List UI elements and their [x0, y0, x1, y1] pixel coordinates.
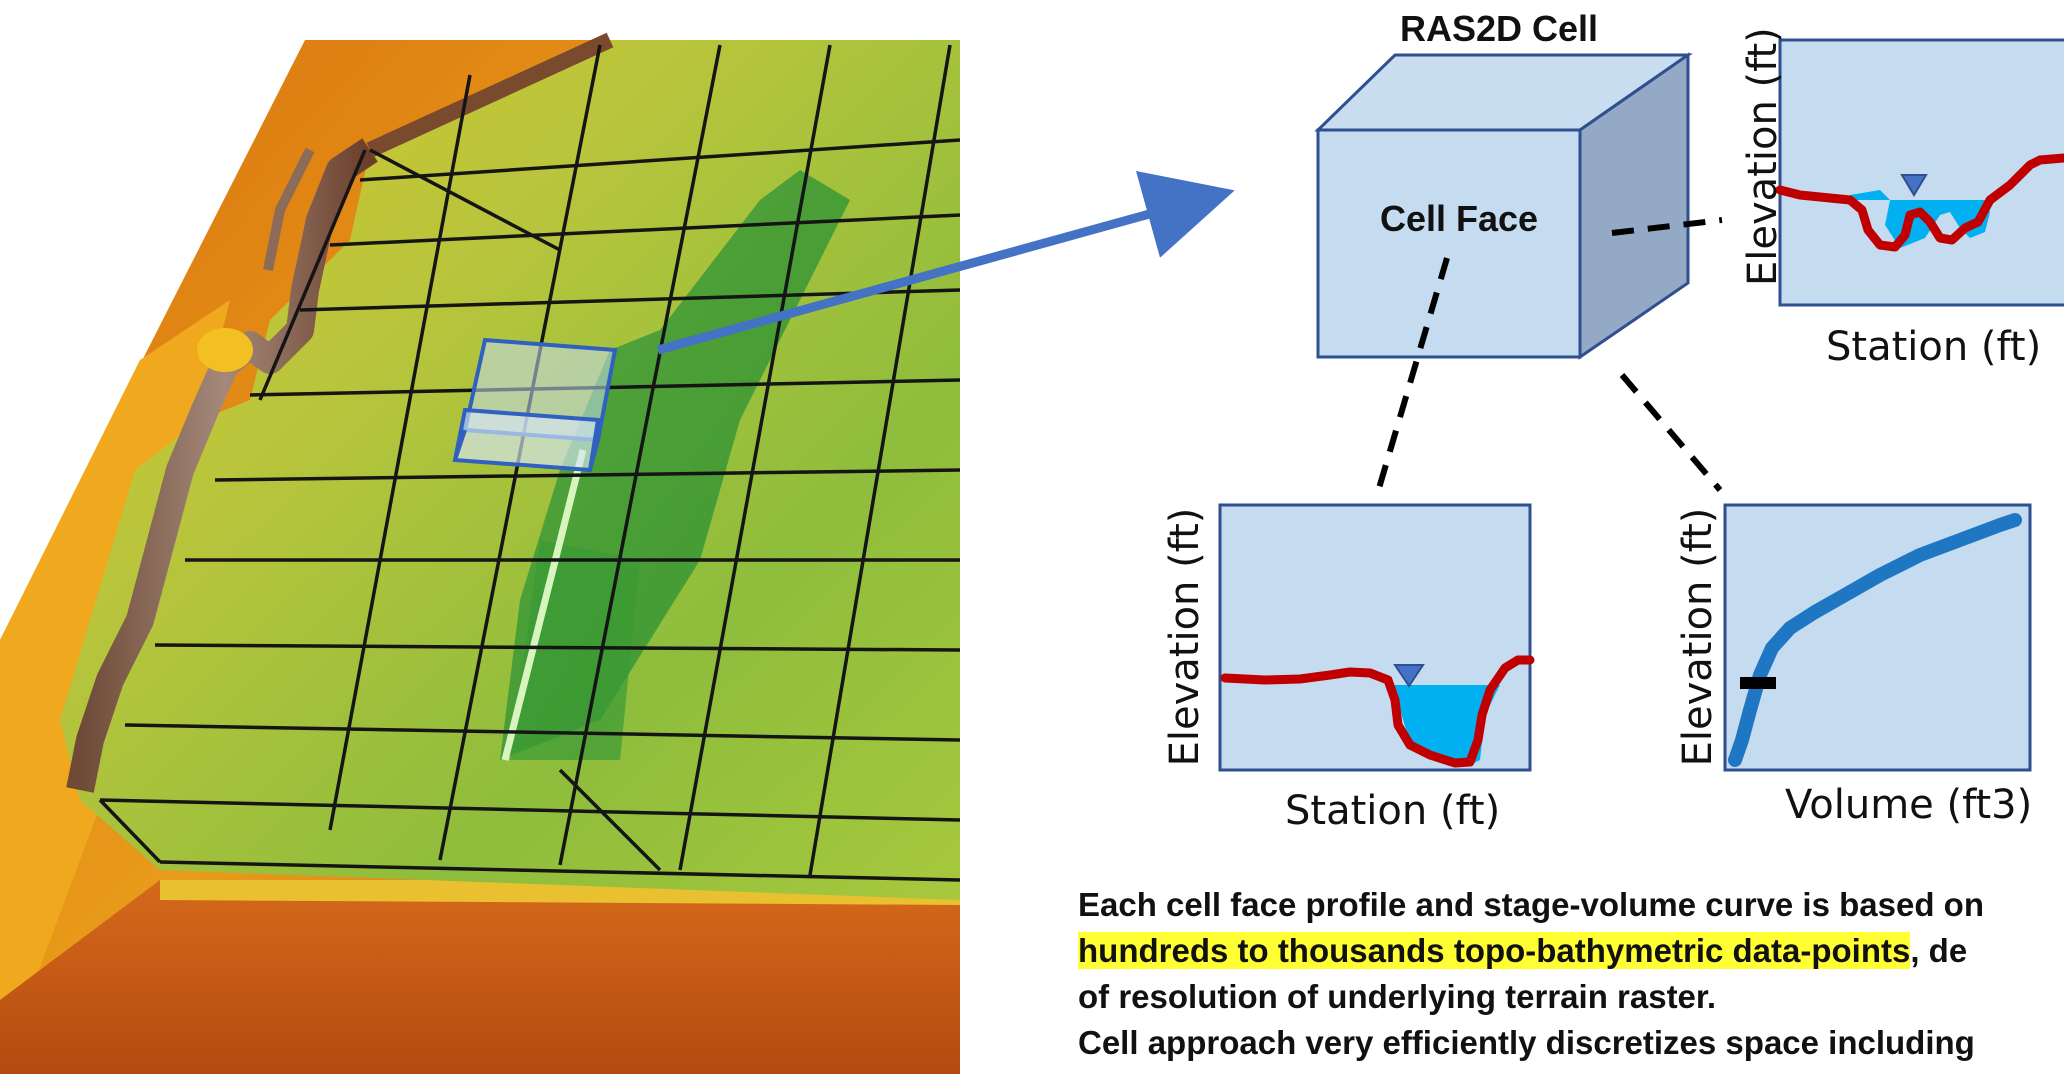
- pointer-arrow: [656, 171, 1235, 355]
- plot2-xlabel: Station (ft): [1285, 788, 1501, 834]
- face-profile-plot-side: [1775, 38, 2064, 307]
- terrain-mesh-image: [0, 32, 961, 1074]
- stage-volume-plot: [1723, 503, 2032, 772]
- stage-marker: [1740, 677, 1776, 689]
- caption-line-2-rest: , de: [1910, 932, 1968, 969]
- face-profile-plot-bottom: [1218, 503, 1535, 772]
- caption-text: Each cell face profile and stage-volume …: [1078, 882, 2064, 1066]
- cell-title: RAS2D Cell: [1400, 8, 1599, 49]
- caption-line-4: Cell approach very efficiently discretiz…: [1078, 1024, 1975, 1061]
- plot3-xlabel: Volume (ft3): [1785, 782, 2033, 828]
- caption-highlight: hundreds to thousands topo-bathymetric d…: [1078, 932, 1911, 969]
- cube-front: [1316, 128, 1582, 359]
- plot1-ylabel: Elevation (ft): [1740, 27, 1786, 286]
- dashed-connectors: [1374, 217, 1723, 496]
- mesh-grid: [98, 44, 961, 882]
- terrain-bottom-band: [0, 880, 960, 1074]
- plot3-ylabel: Elevation (ft): [1675, 507, 1721, 767]
- water-surface-marker: [1900, 174, 1928, 197]
- plot2-ylabel: Elevation (ft): [1162, 507, 1208, 767]
- highlighted-cell-box: [452, 337, 618, 473]
- cell-face-label: Cell Face: [1380, 198, 1539, 239]
- caption-line-2: hundreds to thousands topo-bathymetric d…: [1078, 928, 2064, 974]
- caption-line-1: Each cell face profile and stage-volume …: [1078, 886, 1984, 923]
- ras2d-cell-cube: [1314, 52, 1693, 360]
- water-surface-marker-2: [1393, 664, 1425, 688]
- plot1-xlabel: Station (ft): [1826, 324, 2042, 370]
- caption-line-3: of resolution of underlying terrain rast…: [1078, 978, 1717, 1015]
